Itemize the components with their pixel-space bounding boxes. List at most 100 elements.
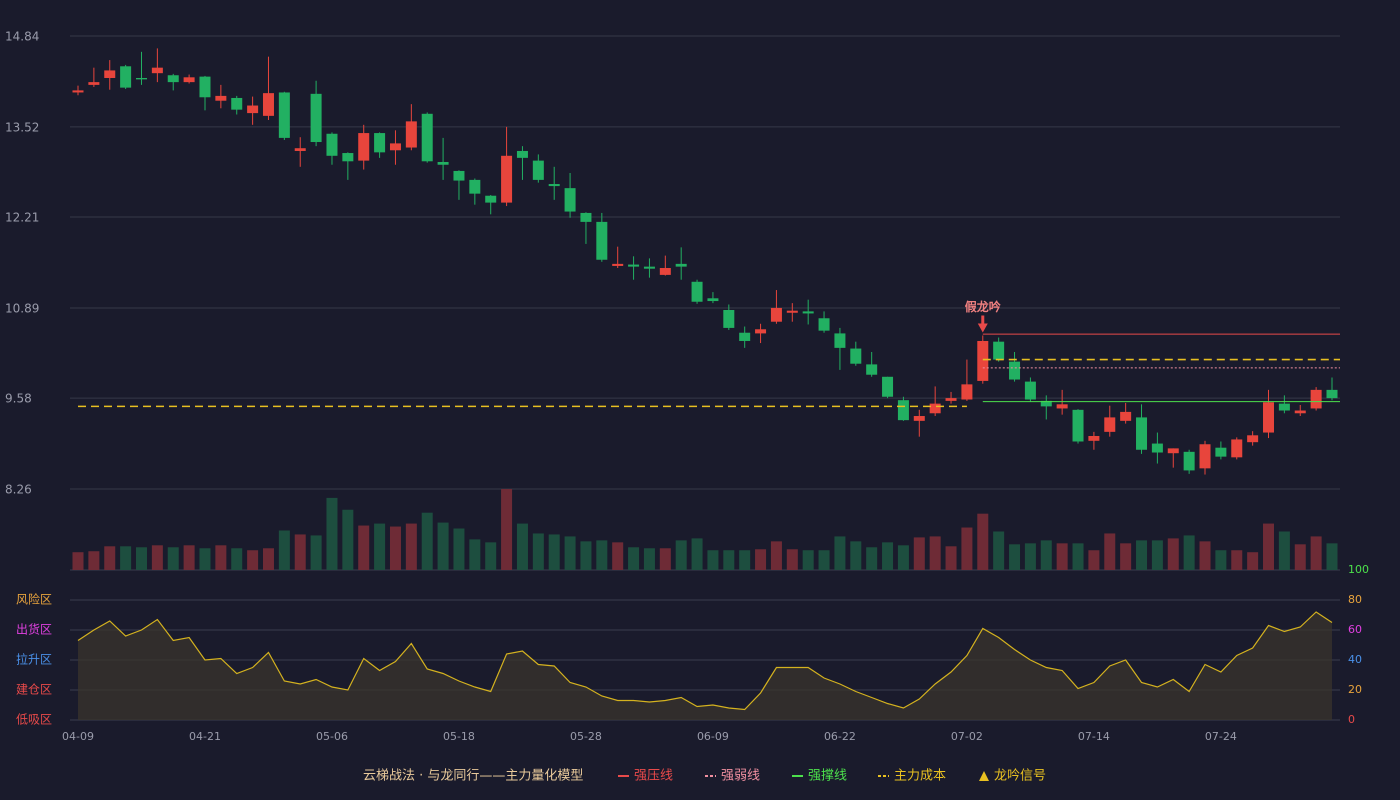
candle-body	[1199, 444, 1211, 469]
volume-bar	[643, 548, 655, 570]
candle-body	[294, 148, 306, 151]
candle-body	[326, 133, 338, 156]
candle-body	[1215, 447, 1227, 457]
volume-bar	[1278, 531, 1290, 570]
candle-body	[1183, 451, 1195, 471]
candle-body	[262, 93, 274, 116]
candle-body	[405, 121, 417, 148]
candle-body	[485, 195, 497, 203]
candle-body	[1167, 448, 1179, 454]
zone-label: 风险区	[16, 592, 52, 607]
indicator-line	[77, 611, 1333, 711]
candle-body	[1040, 400, 1052, 407]
legend-label: 强弱线	[721, 769, 760, 784]
candle-body	[548, 184, 560, 187]
candle-body	[1278, 403, 1290, 411]
x-tick-label: 04-21	[189, 730, 221, 743]
candle-body	[532, 160, 544, 180]
volume-bar	[389, 526, 401, 570]
volume-bar	[691, 538, 703, 570]
candle-body	[1310, 389, 1322, 409]
candle-body	[151, 67, 163, 74]
indicator-tick-label: 100	[1348, 563, 1369, 576]
volume-bar	[1326, 543, 1338, 570]
volume-bar	[659, 548, 671, 570]
candle-body	[167, 75, 179, 83]
candle-body	[929, 403, 941, 414]
volume-bar	[120, 546, 132, 570]
candle-body	[310, 93, 322, 143]
volume-bar	[723, 550, 735, 570]
candle-body	[802, 311, 814, 314]
candle-body	[612, 263, 624, 266]
candle-body	[755, 329, 767, 334]
candle-body	[707, 298, 719, 302]
candle-body	[104, 70, 116, 78]
candle-body	[120, 66, 132, 88]
candle-body	[199, 76, 211, 98]
legend-label: 龙吟信号	[994, 768, 1046, 784]
volume-bar	[215, 545, 227, 570]
volume-bar	[358, 525, 370, 570]
volume-bar	[1040, 540, 1052, 570]
volume-bar	[993, 531, 1005, 570]
volume-bar	[199, 548, 211, 570]
candle-body	[342, 153, 354, 162]
candle-body	[580, 212, 592, 222]
volume-bar	[1167, 538, 1179, 570]
candle-body	[691, 281, 703, 302]
indicator-tick-label: 40	[1348, 653, 1362, 666]
volume-bar	[739, 550, 751, 570]
candle-body	[882, 376, 894, 397]
x-tick-label: 05-28	[570, 730, 602, 743]
volume-bar	[151, 545, 163, 570]
x-tick-label: 07-24	[1205, 730, 1237, 743]
candle-body	[1009, 361, 1021, 380]
candle-body	[866, 364, 878, 375]
volume-bar	[1072, 543, 1084, 570]
candle-body	[643, 266, 655, 269]
volume-bar	[342, 509, 354, 570]
candle-body	[659, 268, 671, 275]
volume-bar	[231, 548, 243, 570]
volume-bar	[1199, 541, 1211, 570]
volume-bar	[707, 550, 719, 570]
candle-body	[770, 307, 782, 322]
volume-bar	[802, 550, 814, 570]
volume-bar	[929, 536, 941, 570]
volume-bar	[1183, 535, 1195, 570]
volume-bar	[1024, 543, 1036, 570]
volume-bar	[786, 549, 798, 570]
y-tick-label: 12.21	[5, 211, 39, 225]
volume-bar	[850, 541, 862, 570]
candle-body	[1024, 381, 1036, 400]
y-tick-label: 14.84	[5, 30, 39, 44]
volume-bar	[516, 523, 528, 570]
legend-swatch	[979, 771, 989, 781]
volume-bar	[818, 550, 830, 570]
candle-body	[596, 221, 608, 260]
volume-bar	[278, 530, 290, 570]
candle-body	[247, 105, 259, 114]
candle-body	[1136, 417, 1148, 450]
candle-body	[993, 341, 1005, 360]
legend-label: 主力成本	[894, 769, 946, 784]
indicator-tick-label: 0	[1348, 713, 1355, 726]
volume-bar	[405, 523, 417, 570]
zone-label: 低吸区	[16, 713, 52, 727]
candle-body	[739, 332, 751, 341]
volume-bar	[770, 541, 782, 570]
volume-bar	[628, 547, 640, 570]
legend-label: 强撑线	[808, 769, 847, 784]
candle-body	[72, 90, 84, 93]
volume-bar	[310, 535, 322, 570]
volume-bar	[485, 542, 497, 570]
volume-bar	[945, 546, 957, 570]
volume-bar	[675, 540, 687, 570]
volume-bar	[866, 547, 878, 570]
volume-bar	[580, 541, 592, 570]
volume-bar	[961, 527, 973, 570]
candle-body	[469, 179, 481, 194]
